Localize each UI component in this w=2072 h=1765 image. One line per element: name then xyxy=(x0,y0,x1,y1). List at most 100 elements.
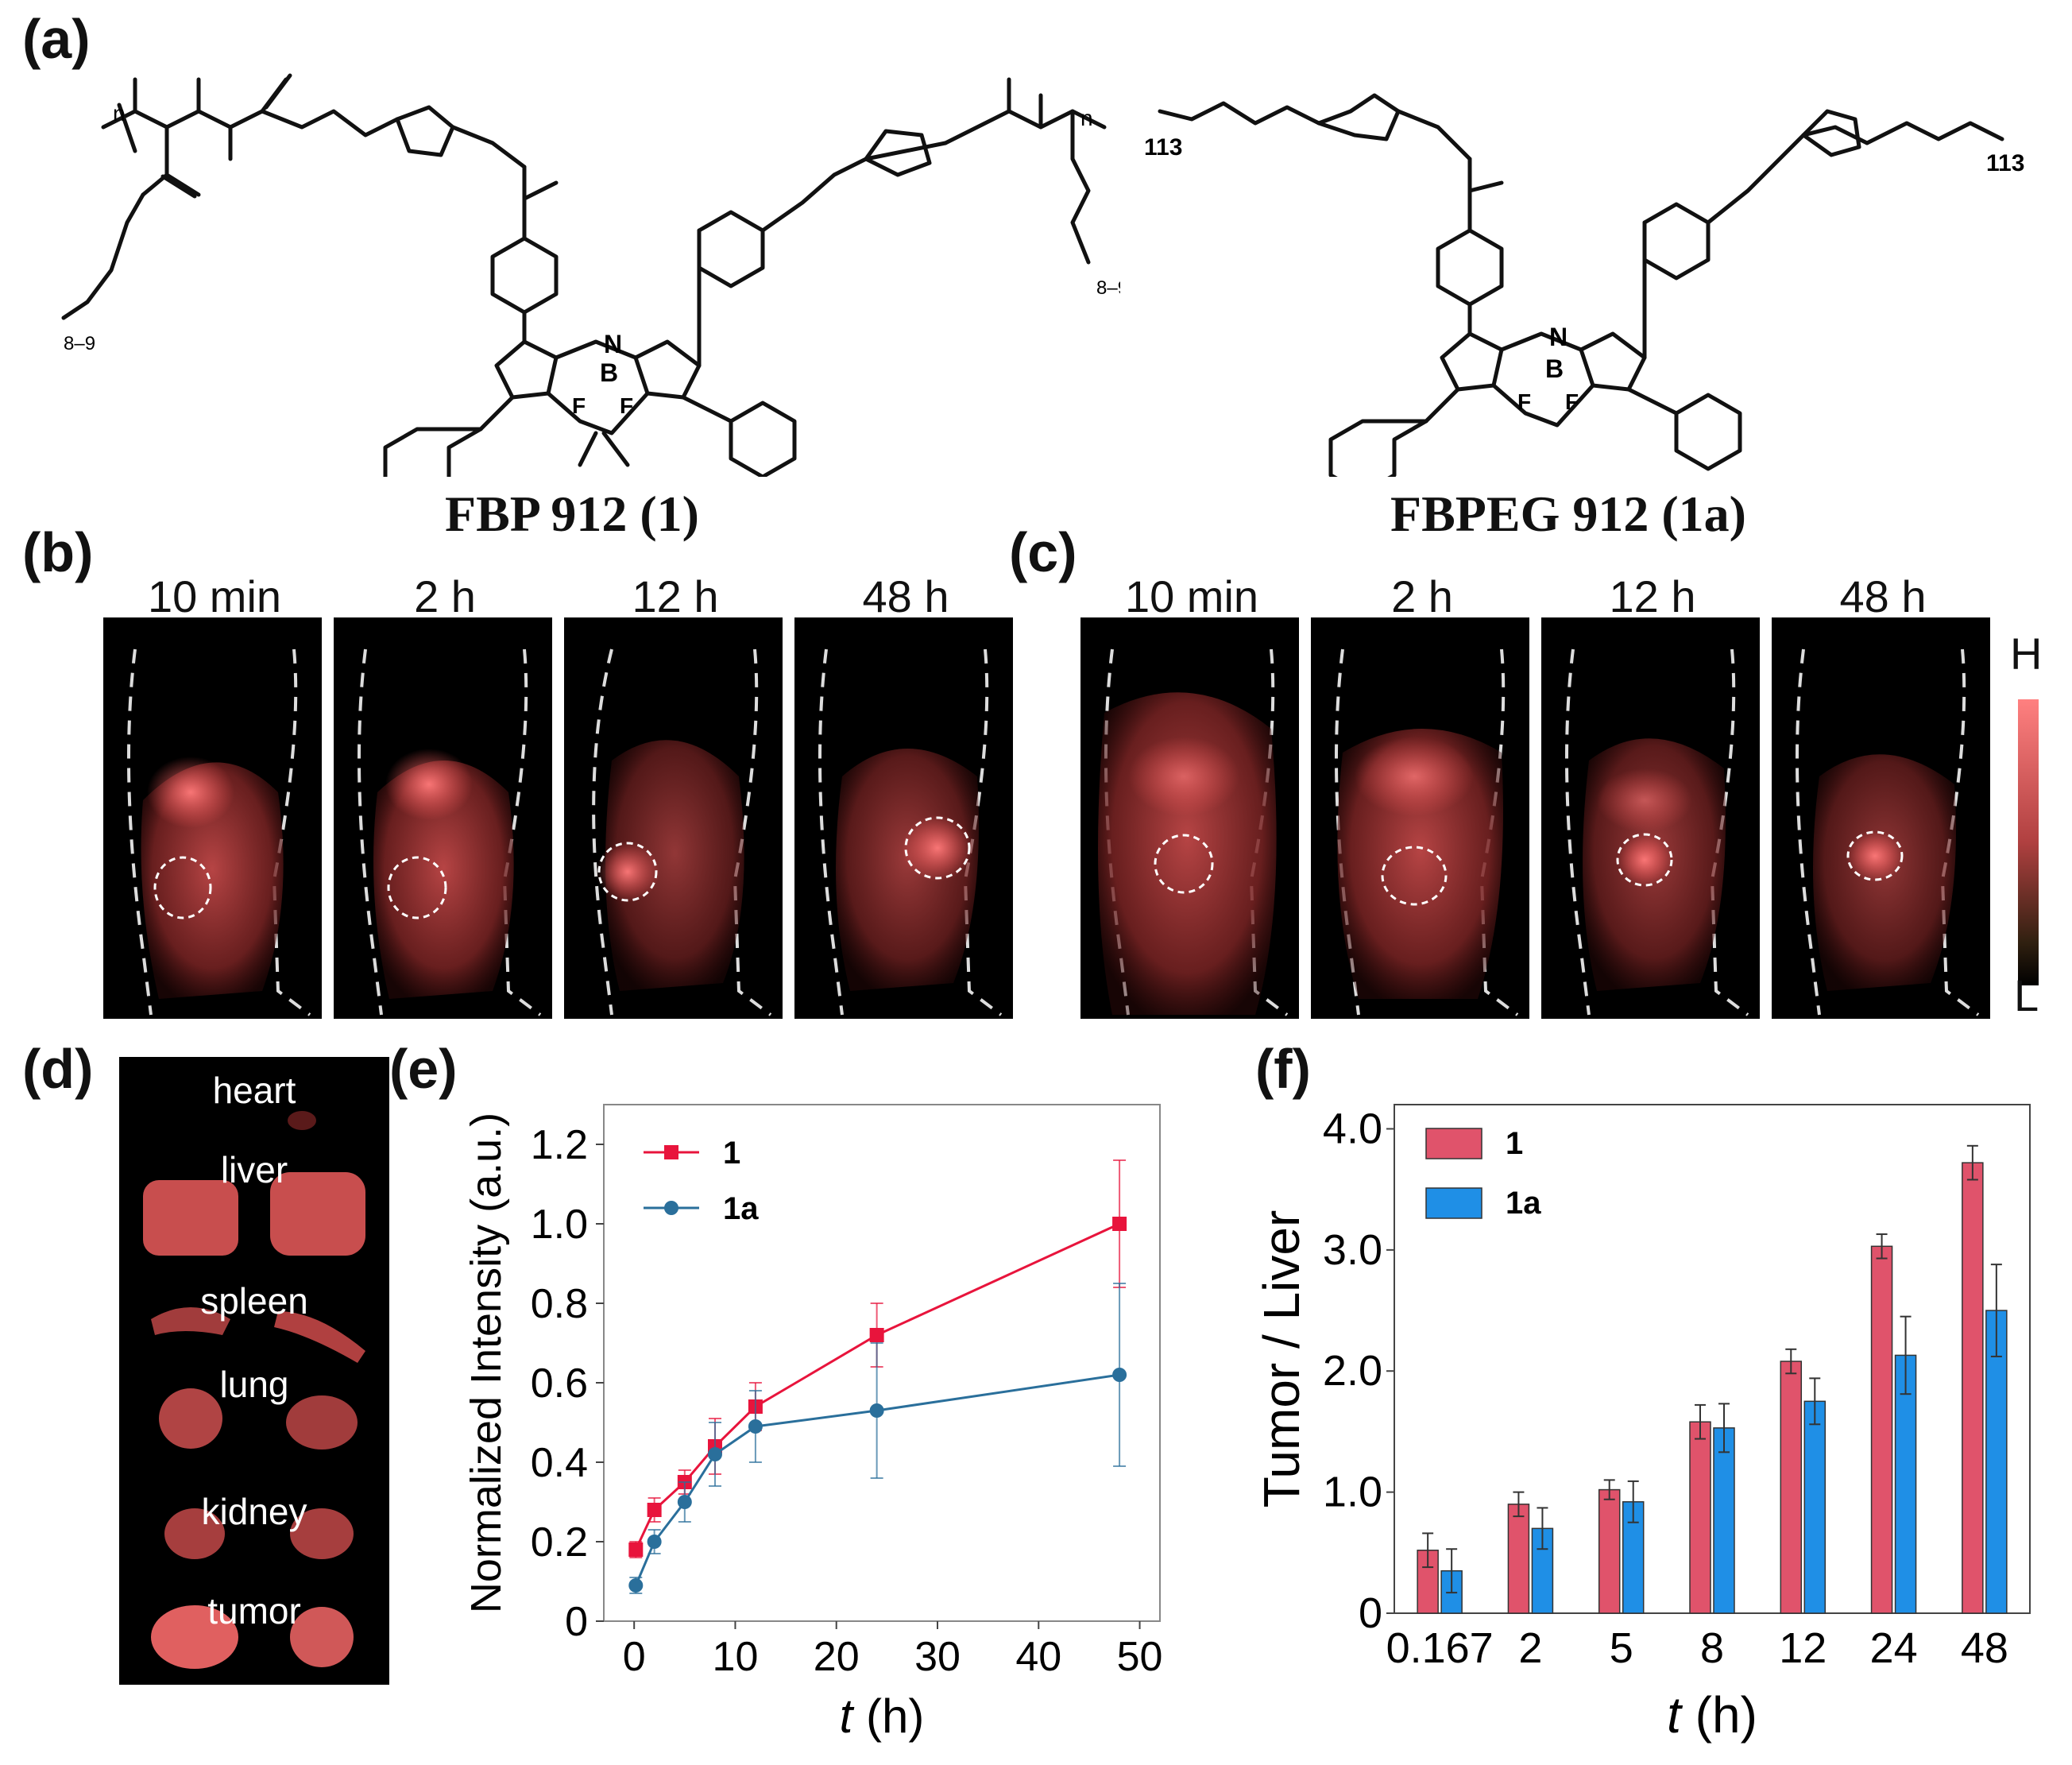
xtick-label-f: 12 xyxy=(1779,1624,1827,1672)
time-label-b-1: 2 h xyxy=(414,571,476,621)
xtick-label-e: 10 xyxy=(713,1634,759,1680)
ylabel-e: Normalized Intensity (a.u.) xyxy=(462,1113,510,1613)
organ-image: heart liver spleen lung kidney tumor xyxy=(119,1057,389,1685)
panel-label-e: (e) xyxy=(389,1038,458,1100)
ytick-label-e: 1.2 xyxy=(531,1122,588,1168)
time-label-c-1: 2 h xyxy=(1391,571,1453,621)
bar-1 xyxy=(1962,1162,1984,1614)
data-point-1 xyxy=(647,1503,662,1517)
xtick-label-e: 0 xyxy=(623,1634,646,1680)
data-point-1 xyxy=(1112,1217,1127,1231)
xtick-label-e: 20 xyxy=(814,1634,860,1680)
data-point-1 xyxy=(869,1328,884,1342)
panel-label-b: (b) xyxy=(22,521,94,583)
data-point-1a xyxy=(708,1447,722,1461)
mouse-image-c-48h xyxy=(1772,617,1990,1019)
atom-f2-1a: F xyxy=(1565,389,1579,414)
ytick-label-e: 0 xyxy=(565,1599,588,1645)
organ-label-liver: liver xyxy=(220,1149,288,1190)
atom-f1: F xyxy=(572,393,586,418)
xtick-label-e: 40 xyxy=(1015,1634,1061,1680)
panel-label-c: (c) xyxy=(1009,521,1077,583)
panel-label-d: (d) xyxy=(22,1038,94,1100)
bar-1 xyxy=(1507,1504,1530,1614)
legend-label-1a: 1a xyxy=(723,1191,759,1226)
ytick-label-e: 0.2 xyxy=(531,1519,588,1566)
data-point-1a xyxy=(1112,1368,1127,1382)
atom-n-bridge: N xyxy=(604,330,622,358)
organ-label-heart: heart xyxy=(212,1070,296,1111)
ytick-label-f: 4.0 xyxy=(1323,1105,1382,1152)
ytick-label-f: 3.0 xyxy=(1323,1226,1382,1274)
xtick-label-f: 24 xyxy=(1870,1624,1918,1672)
mouse-image-c-12h xyxy=(1541,617,1760,1019)
peg-113-left: 113 xyxy=(1144,134,1182,161)
time-label-b-3: 48 h xyxy=(862,571,949,621)
ytick-label-e: 0.6 xyxy=(531,1361,588,1407)
data-point-1a xyxy=(869,1403,884,1418)
xtick-label-f: 0.167 xyxy=(1386,1624,1494,1672)
structure-fbpeg912: 113 113 N B F F xyxy=(1144,93,2024,477)
atom-b: B xyxy=(600,358,618,387)
atom-b-1a: B xyxy=(1545,354,1564,383)
compound-name-fbp912: FBP 912 (1) xyxy=(445,486,699,542)
bar-1a xyxy=(1803,1400,1827,1614)
legend-marker-1a xyxy=(664,1201,678,1215)
legend-swatch-1a xyxy=(1425,1187,1482,1219)
ytick-label-e: 0.4 xyxy=(531,1440,588,1486)
xlabel-e: t (h) xyxy=(840,1690,925,1743)
ytick-label-f: 1.0 xyxy=(1323,1469,1382,1516)
plot-frame-e xyxy=(603,1104,1161,1622)
atom-f2: F xyxy=(620,393,633,418)
data-point-1a xyxy=(628,1578,644,1593)
time-label-b-0: 10 min xyxy=(147,571,282,621)
bar-1a xyxy=(1713,1427,1735,1614)
ytick-label-e: 1.0 xyxy=(531,1202,588,1248)
data-point-1a xyxy=(677,1495,692,1509)
time-label-b-2: 12 h xyxy=(632,571,719,621)
bar-1a xyxy=(1985,1310,2008,1614)
structure-fbp912: n n 8–9 8–9 N B F F xyxy=(61,73,1120,477)
compound-name-fbpeg912: FBPEG 912 (1a) xyxy=(1390,486,1746,542)
bar-1 xyxy=(1780,1361,1803,1614)
data-point-1 xyxy=(628,1542,644,1557)
time-label-c-3: 48 h xyxy=(1839,571,1927,621)
ytick-label-f: 0 xyxy=(1359,1589,1382,1637)
repeat-n-left: n xyxy=(113,101,126,126)
repeat-89-right: 8–9 xyxy=(1096,277,1120,299)
time-label-c-0: 10 min xyxy=(1124,571,1259,621)
xtick-label-e: 50 xyxy=(1117,1634,1163,1680)
legend-marker-1 xyxy=(664,1145,678,1159)
mouse-image-c-2h xyxy=(1311,617,1529,1019)
legend-label-1: 1 xyxy=(1506,1126,1523,1161)
xtick-label-f: 5 xyxy=(1610,1624,1633,1672)
xtick-label-f: 48 xyxy=(1961,1624,2008,1672)
color-scale-bar xyxy=(2018,699,2039,985)
organ-label-spleen: spleen xyxy=(200,1280,308,1322)
xlabel-f: t (h) xyxy=(1667,1686,1757,1744)
xtick-label-e: 30 xyxy=(914,1634,961,1680)
mouse-image-b-12h xyxy=(564,617,783,1019)
scale-low-label: L xyxy=(2014,970,2039,1020)
bar-1 xyxy=(1598,1488,1621,1614)
legend-label-1: 1 xyxy=(723,1136,740,1171)
time-label-c-2: 12 h xyxy=(1609,571,1696,621)
panel-label-a: (a) xyxy=(22,8,91,70)
xtick-label-f: 2 xyxy=(1518,1624,1542,1672)
repeat-89-left: 8–9 xyxy=(64,333,95,354)
ytick-label-f: 2.0 xyxy=(1323,1347,1382,1395)
organ-label-tumor: tumor xyxy=(207,1590,301,1631)
data-point-1a xyxy=(647,1535,662,1549)
plot-frame-f xyxy=(1394,1104,2031,1614)
atom-f1-1a: F xyxy=(1517,389,1531,414)
xtick-label-f: 8 xyxy=(1700,1624,1724,1672)
repeat-n-right: n xyxy=(1080,106,1093,130)
peg-113-right: 113 xyxy=(1986,150,2024,176)
ylabel-f: Tumor / Liver xyxy=(1255,1210,1310,1508)
mouse-image-b-2h xyxy=(334,617,552,1019)
line-chart-e: 0 0.2 0.4 0.6 0.8 1.0 1.2 0 10 20 30 40 50 Normalized… xyxy=(462,1104,1163,1743)
organ-label-kidney: kidney xyxy=(201,1491,307,1532)
bar-chart-f: 0 1.0 2.0 3.0 4.0 Tumor / Liver t (h) 0.167 2 5 8 1… xyxy=(1255,1104,2031,1744)
legend-label-1a: 1a xyxy=(1506,1186,1541,1221)
mouse-image-b-48h xyxy=(794,617,1013,1019)
